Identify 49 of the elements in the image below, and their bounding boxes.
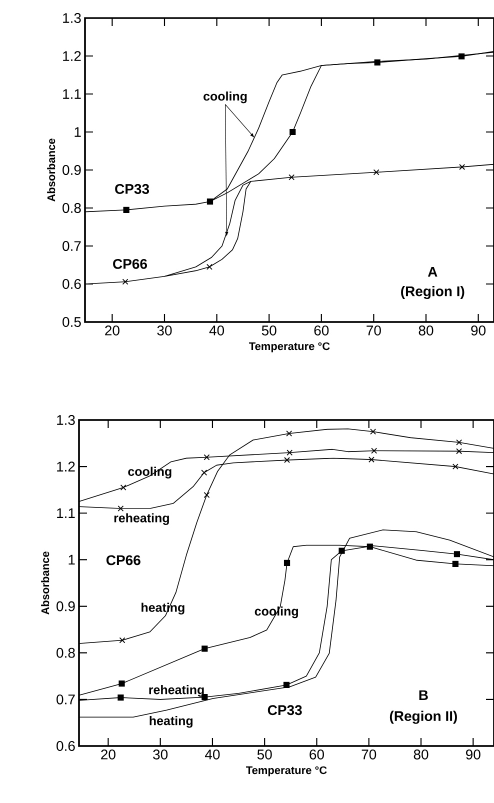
y-tick-label: 1.1: [57, 508, 75, 518]
x-tick-label: 60: [310, 750, 324, 760]
annotation: CP33: [115, 184, 150, 194]
y-tick-label: 0.5: [62, 317, 81, 327]
y-tick-label: 1.2: [63, 51, 81, 61]
y-tick-label: 1: [68, 554, 75, 565]
x-tick-label: 80: [414, 750, 428, 760]
annotation: reheating: [149, 685, 204, 697]
x-tick-label: 90: [471, 326, 486, 336]
x-axis-title: Temperature °C: [249, 342, 330, 352]
annotation: heating: [150, 716, 193, 728]
y-axis-title: Absorbance: [47, 138, 56, 202]
x-tick-label: 60: [314, 326, 329, 336]
annotation: CP33: [268, 705, 302, 716]
y-tick-label: 0.7: [62, 241, 81, 251]
x-tick-label: 40: [204, 750, 220, 760]
x-tick-label: 70: [366, 326, 381, 336]
annotation: cooling: [204, 91, 247, 104]
x-tick-label: 40: [209, 326, 224, 336]
y-tick-label: 1.1: [63, 89, 81, 99]
y-tick-label: 1.3: [57, 415, 75, 425]
x-tick-label: 30: [157, 326, 172, 336]
y-axis-title: Absorbance: [41, 552, 50, 615]
x-tick-label: 90: [466, 750, 480, 760]
y-tick-label: 0.9: [62, 165, 81, 175]
x-tick-label: 30: [153, 750, 168, 760]
y-tick-label: 1: [74, 127, 81, 137]
y-tick-label: 1.2: [57, 462, 75, 472]
y-tick-label: 1.3: [63, 13, 81, 23]
x-tick-label: 50: [257, 750, 272, 760]
annotation: reheating: [114, 513, 169, 525]
x-tick-label: 20: [101, 750, 116, 760]
annotation: CP66: [113, 258, 147, 269]
x-tick-label: 80: [418, 326, 434, 336]
x-tick-label: 70: [362, 750, 376, 760]
y-tick-label: 0.7: [56, 694, 75, 704]
y-tick-label: 0.8: [62, 203, 81, 213]
x-tick-label: 20: [105, 326, 120, 336]
annotation: CP66: [106, 555, 140, 566]
annotation: (Region I): [401, 286, 464, 300]
annotation: A: [428, 267, 438, 277]
y-tick-label: 0.9: [56, 601, 75, 612]
y-tick-label: 0.6: [56, 741, 75, 751]
x-axis-title: Temperature °C: [246, 766, 327, 776]
y-tick-label: 0.8: [56, 648, 75, 658]
annotation: B: [419, 690, 428, 700]
annotation: (Region II): [390, 710, 457, 724]
x-tick-label: 50: [262, 326, 276, 336]
y-tick-label: 0.6: [62, 279, 81, 289]
